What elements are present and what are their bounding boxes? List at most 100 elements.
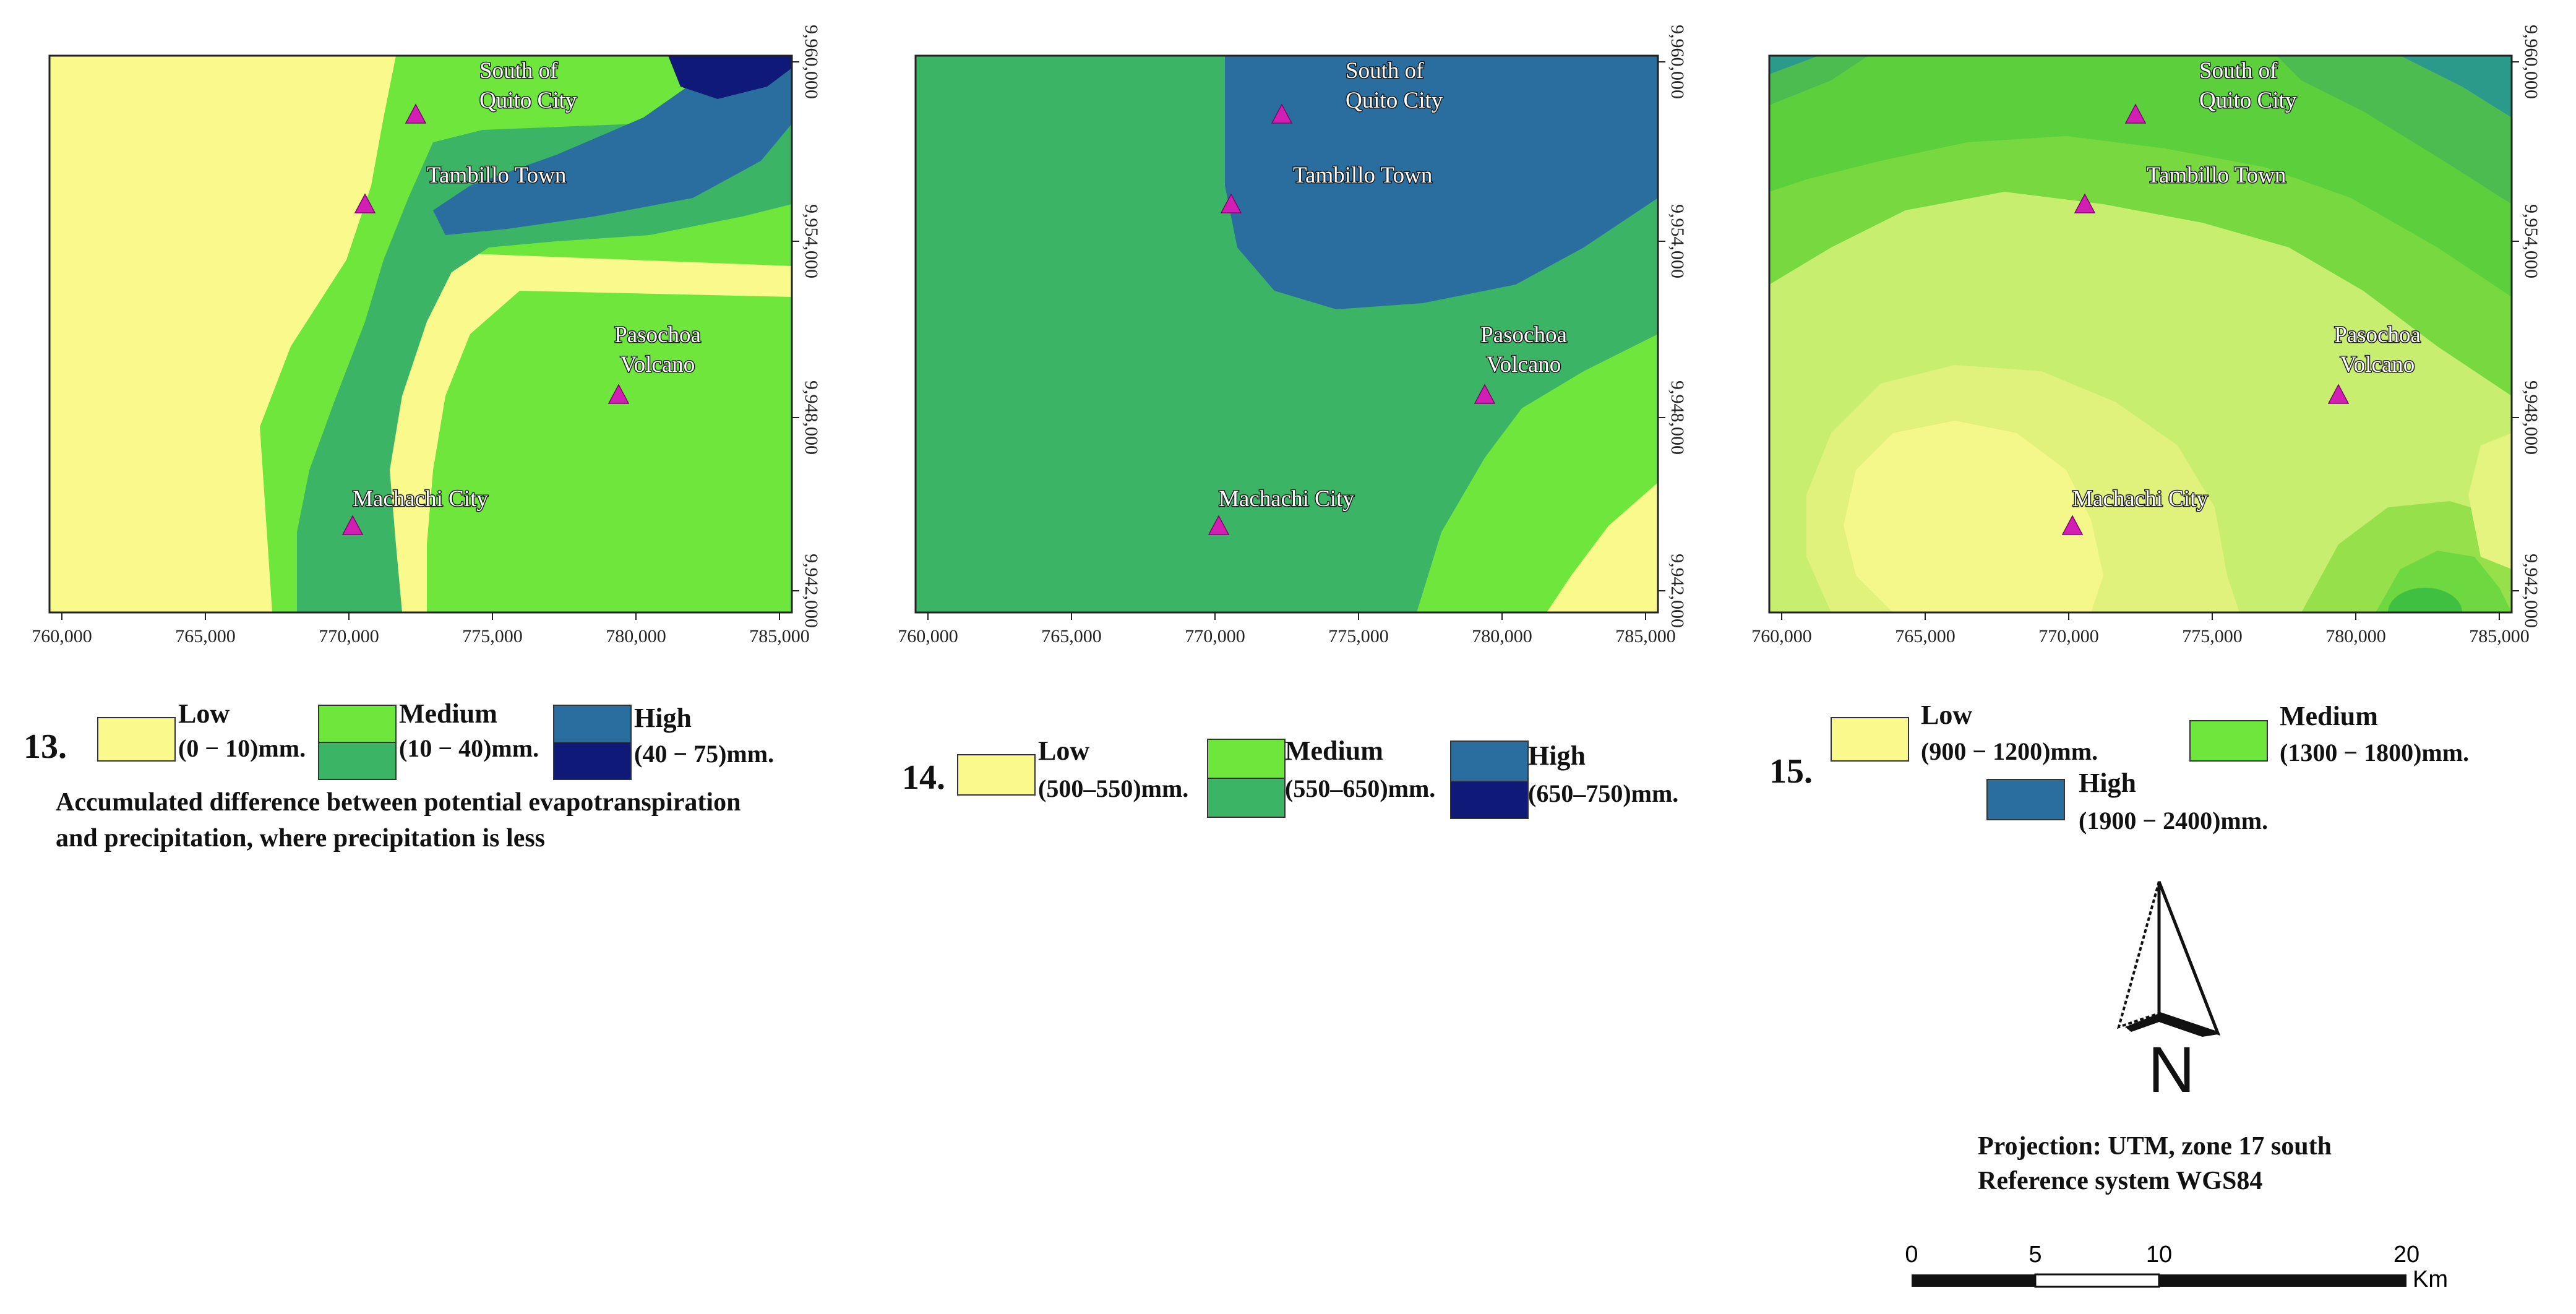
place-label-pasochoa: Volcano xyxy=(620,352,695,377)
map-15-contour-2 xyxy=(1769,56,2512,297)
scale-tick-10: 10 xyxy=(2146,1242,2172,1268)
map-15-frame xyxy=(1768,54,2513,614)
legend-15-low-swatch xyxy=(1831,717,1909,762)
legend-13-low-swatch xyxy=(97,717,176,762)
caption-13-line-2: and precipitation, where precipitation i… xyxy=(56,824,545,852)
legend-13-high-swatch-dark xyxy=(553,742,632,780)
map-13-number: 13. xyxy=(24,728,67,766)
map-14 xyxy=(914,54,1659,614)
x-tick-label: 760,000 xyxy=(898,626,958,646)
map-14-number: 14. xyxy=(902,758,945,797)
legend-15-high-swatch xyxy=(1986,779,2065,820)
place-label-machachi: Machachi City xyxy=(2072,486,2208,512)
place-label-south-quito: Quito City xyxy=(1346,88,1443,113)
north-arrow-right-half xyxy=(2157,881,2221,1036)
x-tick-label: 770,000 xyxy=(1185,626,1245,646)
scale-unit: Km xyxy=(2413,1266,2448,1292)
map-13-frame xyxy=(48,54,793,614)
legend-15-medium-label: Medium xyxy=(2280,701,2378,731)
legend-13-high-label: High xyxy=(634,703,692,733)
legend-13-medium-range: (10 − 40)mm. xyxy=(399,734,539,762)
y-tick-label: 9,948,000 xyxy=(1667,380,1688,455)
place-label-pasochoa: Pasochoa xyxy=(1480,322,1567,348)
y-tick-label: 9,942,000 xyxy=(801,554,822,628)
legend-15-high-range: (1900 − 2400)mm. xyxy=(2079,807,2268,835)
place-label-tambillo: Tambillo Town xyxy=(2147,163,2286,188)
place-label-machachi: Machachi City xyxy=(353,486,488,512)
scale-bar: 0 5 10 20 Km xyxy=(1905,1242,2448,1292)
x-tick-label: 765,000 xyxy=(1041,626,1102,646)
map-15-number: 15. xyxy=(1769,752,1813,791)
place-label-pasochoa: Pasochoa xyxy=(2334,322,2421,348)
x-tick-label: 765,000 xyxy=(1895,626,1956,646)
legend-13: 13. Low (0 − 10)mm. Medium (10 − 40)mm. … xyxy=(24,698,774,852)
map-13-fill xyxy=(49,56,792,612)
map-15-low-zone xyxy=(1844,421,2103,612)
legend-14-low-label: Low xyxy=(1038,736,1089,766)
x-tick-label: 760,000 xyxy=(32,626,92,646)
scale-tick-0: 0 xyxy=(1905,1242,1918,1268)
legend-15-high-label: High xyxy=(2079,768,2136,798)
map-15-contour-3 xyxy=(1769,56,2512,204)
y-tick-label: 9,948,000 xyxy=(801,380,822,455)
place-label-tambillo: Tambillo Town xyxy=(1293,163,1432,188)
y-tick-label: 9,948,000 xyxy=(2521,380,2541,455)
legend-13-high-swatch xyxy=(553,705,632,743)
place-marker-icon xyxy=(354,193,376,213)
place-marker-icon xyxy=(1474,384,1496,404)
x-tick-label: 775,000 xyxy=(2182,626,2243,646)
legend-13-high-range: (40 − 75)mm. xyxy=(634,740,774,768)
map-15-contour-8 xyxy=(2388,588,2462,612)
place-label-tambillo: Tambillo Town xyxy=(427,163,566,188)
place-marker-icon xyxy=(2061,515,2084,535)
map-15-contour-9 xyxy=(2468,433,2512,569)
x-tick-label: 785,000 xyxy=(2469,626,2530,646)
x-tick-label: 765,000 xyxy=(175,626,236,646)
north-arrow-base xyxy=(2125,1013,2218,1037)
place-marker-icon xyxy=(2124,103,2147,124)
legend-14-medium-range: (550–650)mm. xyxy=(1285,775,1435,802)
y-tick-label: 9,954,000 xyxy=(1667,204,1688,278)
legend-15-medium-swatch xyxy=(2189,720,2268,762)
map-13 xyxy=(48,54,793,614)
north-arrow-label: N xyxy=(2148,1034,2195,1106)
axis-ticks-layer: 760,000 765,000 770,000 775,000 780,000 785,0… xyxy=(32,25,2541,646)
map-14-frame xyxy=(914,54,1659,614)
legend-14-medium-swatch-light xyxy=(1207,739,1286,779)
legend-14-high-range: (650–750)mm. xyxy=(1528,779,1678,807)
place-label-south-quito: South of xyxy=(1346,58,1424,84)
legend-14: 14. Low (500–550)mm. Medium (550–650)mm.… xyxy=(902,736,1678,819)
scale-bar-segment-1 xyxy=(1912,1274,2035,1287)
legend-13-medium-swatch-light xyxy=(318,705,397,743)
scale-bar-segment-3 xyxy=(2159,1274,2406,1287)
place-marker-icon xyxy=(608,384,630,404)
place-marker-icon xyxy=(2074,193,2096,213)
map-13-very-high-zone xyxy=(668,56,792,99)
x-tick-label: 780,000 xyxy=(606,626,666,646)
scale-tick-5: 5 xyxy=(2029,1242,2041,1268)
legend-13-medium-swatch xyxy=(318,742,397,780)
place-marker-icon xyxy=(1220,193,1242,213)
legend-14-low-range: (500–550)mm. xyxy=(1038,775,1188,802)
place-label-south-quito: South of xyxy=(2199,58,2278,84)
projection-line-2: Reference system WGS84 xyxy=(1978,1167,2262,1195)
map-13-high-zone xyxy=(433,56,792,235)
x-tick-label: 780,000 xyxy=(1472,626,1532,646)
map-13-medium-band xyxy=(297,118,792,612)
x-tick-label: 775,000 xyxy=(1328,626,1389,646)
caption-13-line-1: Accumulated difference between potential… xyxy=(56,788,741,817)
legend-15-low-range: (900 − 1200)mm. xyxy=(1921,737,2098,765)
legend-13-low-range: (0 − 10)mm. xyxy=(178,734,306,762)
place-marker-icon xyxy=(341,515,364,535)
north-arrow-left-half xyxy=(2117,881,2160,1029)
map-15-fill xyxy=(1769,56,2512,612)
place-label-machachi: Machachi City xyxy=(1219,486,1354,512)
legend-13-medium-label: Medium xyxy=(399,698,497,729)
legend-15: 15. Low (900 − 1200)mm. Medium (1300 − 1… xyxy=(1769,700,2469,835)
place-label-south-quito: Quito City xyxy=(479,88,577,113)
legend-15-low-label: Low xyxy=(1921,700,1972,730)
place-label-pasochoa: Pasochoa xyxy=(614,322,701,348)
legend-14-medium-swatch xyxy=(1207,778,1286,818)
y-tick-label: 9,954,000 xyxy=(801,204,822,278)
map-14-low-zone xyxy=(1547,483,1658,612)
